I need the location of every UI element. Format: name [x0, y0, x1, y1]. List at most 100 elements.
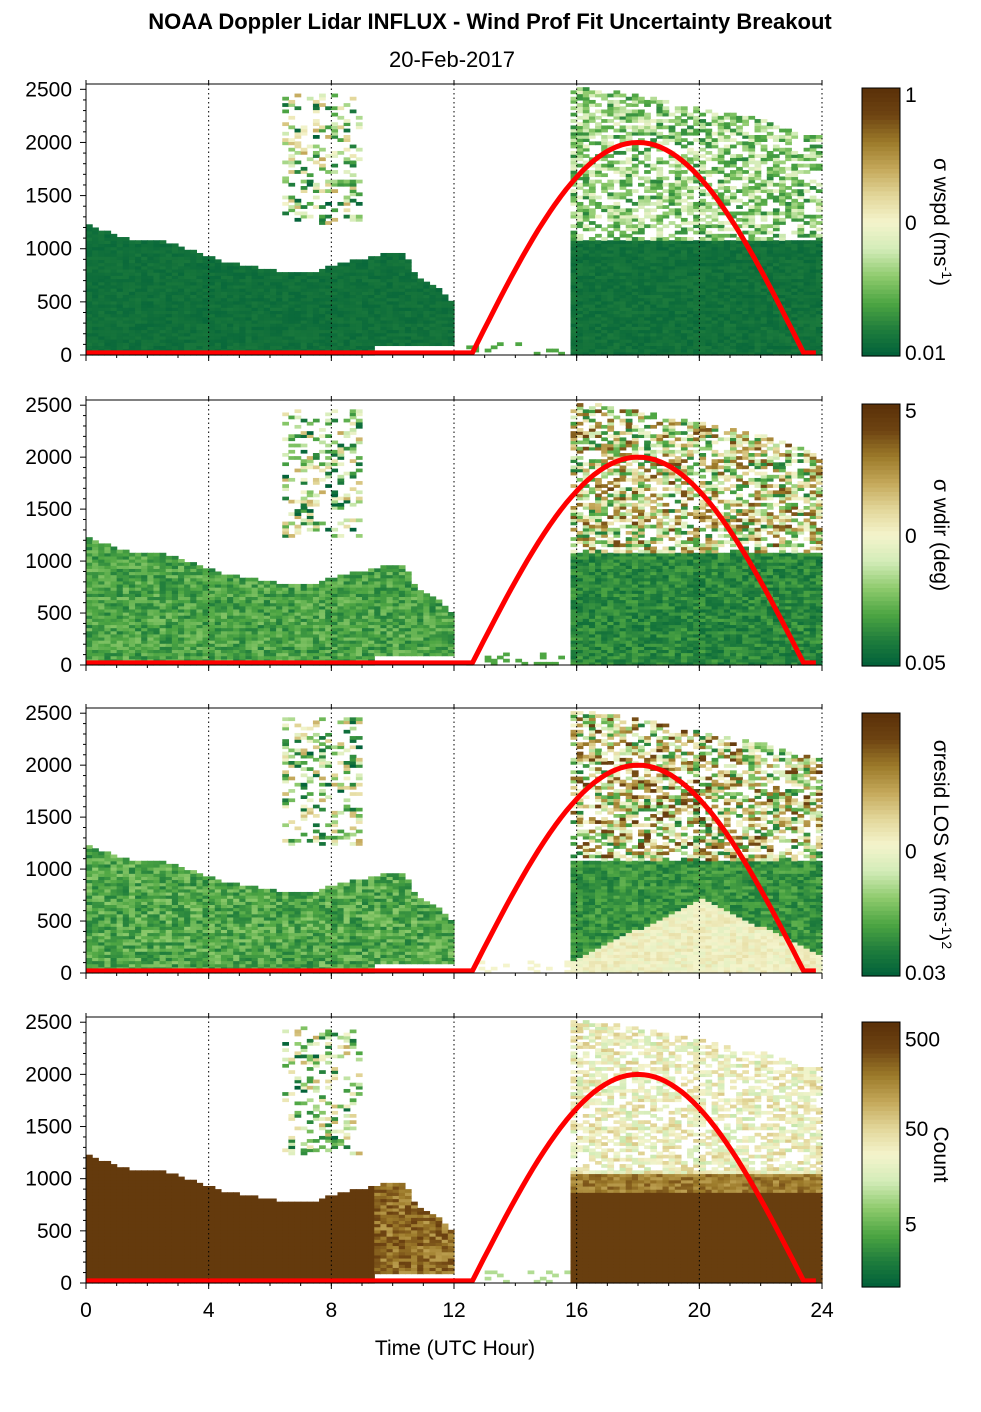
heatmap-cell — [86, 636, 93, 641]
heatmap-cell — [656, 303, 664, 308]
heatmap-cell — [239, 319, 247, 324]
heatmap-cell — [576, 326, 584, 331]
heatmap-cell — [601, 348, 608, 353]
heatmap-cell — [362, 275, 369, 280]
heatmap-cell — [178, 316, 185, 321]
heatmap-cell — [227, 262, 234, 267]
heatmap-cell — [754, 272, 762, 276]
heatmap-cell — [601, 186, 608, 190]
heatmap-cell — [699, 246, 707, 251]
heatmap-cell — [815, 246, 823, 251]
heatmap-cell — [699, 163, 707, 168]
heatmap-cell — [730, 348, 737, 353]
heatmap-cell — [680, 240, 688, 245]
heatmap-cell — [220, 310, 228, 315]
heatmap-cell — [331, 131, 339, 136]
heatmap-cell — [349, 319, 357, 324]
heatmap-cell — [104, 590, 112, 594]
heatmap-cell — [736, 319, 743, 324]
heatmap-cell — [441, 300, 449, 305]
heatmap-cell — [785, 157, 792, 162]
heatmap-cell — [638, 307, 645, 311]
heatmap-cell — [576, 90, 584, 95]
heatmap-cell — [116, 593, 124, 598]
heatmap-cell — [576, 310, 584, 315]
heatmap-cell — [147, 252, 155, 257]
heatmap-cell — [815, 348, 823, 353]
heatmap-cell — [674, 224, 682, 229]
heatmap-cell — [613, 195, 621, 200]
heatmap-cell — [141, 291, 148, 296]
heatmap-cell — [662, 214, 670, 219]
heatmap-cell — [178, 268, 185, 273]
heatmap-cell — [668, 265, 676, 270]
heatmap-cell — [423, 342, 431, 347]
heatmap-cell — [625, 224, 633, 229]
heatmap-cell — [576, 268, 584, 273]
heatmap-cell — [797, 154, 805, 158]
heatmap-cell — [398, 272, 406, 276]
heatmap-cell — [613, 192, 621, 197]
heatmap-cell — [791, 166, 799, 171]
heatmap-cell — [214, 288, 222, 292]
heatmap-cell — [355, 323, 363, 327]
heatmap-cell — [368, 335, 375, 340]
heatmap-cell — [650, 208, 657, 213]
heatmap-cell — [116, 605, 124, 610]
heatmap-cell — [797, 262, 805, 267]
heatmap-cell — [171, 284, 179, 289]
heatmap-cell — [276, 310, 283, 315]
heatmap-cell — [135, 303, 142, 308]
heatmap-cell — [178, 246, 185, 251]
heatmap-cell — [687, 332, 694, 337]
heatmap-cell — [288, 291, 296, 296]
heatmap-cell — [705, 310, 713, 315]
heatmap-cell — [748, 237, 756, 241]
heatmap-cell — [748, 297, 756, 302]
heatmap-cell — [791, 323, 799, 327]
heatmap-cell — [711, 278, 719, 283]
heatmap-cell — [723, 252, 731, 257]
heatmap-cell — [325, 345, 332, 350]
heatmap-cell — [711, 351, 719, 356]
heatmap-cell — [349, 284, 357, 289]
heatmap-cell — [135, 252, 142, 257]
heatmap-cell — [693, 307, 700, 311]
heatmap-cell — [638, 313, 645, 318]
heatmap-cell — [631, 259, 639, 264]
heatmap-cell — [104, 640, 112, 644]
heatmap-cell — [607, 326, 615, 331]
heatmap-cell — [282, 297, 289, 302]
heatmap-cell — [650, 348, 657, 353]
heatmap-cell — [699, 249, 707, 254]
heatmap-cell — [699, 112, 707, 117]
heatmap-cell — [429, 310, 437, 315]
heatmap-cell — [282, 332, 289, 337]
heatmap-cell — [595, 93, 602, 98]
colorbar-tick-label: 0 — [905, 212, 917, 235]
heatmap-cell — [687, 131, 694, 136]
heatmap-cell — [270, 342, 277, 347]
heatmap-cell — [613, 275, 621, 280]
heatmap-cell — [711, 281, 719, 286]
heatmap-cell — [92, 627, 99, 632]
heatmap-cell — [282, 326, 289, 331]
heatmap-cell — [687, 275, 694, 280]
heatmap-cell — [576, 211, 584, 216]
heatmap-cell — [312, 278, 320, 283]
heatmap-cell — [717, 278, 725, 283]
heatmap-cell — [208, 284, 216, 289]
heatmap-cell — [165, 323, 173, 327]
heatmap-cell — [742, 144, 749, 149]
heatmap-cell — [625, 198, 633, 203]
heatmap-cell — [398, 281, 406, 286]
heatmap-cell — [625, 259, 633, 264]
heatmap-cell — [165, 275, 173, 280]
heatmap-cell — [349, 272, 357, 276]
heatmap-cell — [92, 643, 99, 647]
heatmap-cell — [687, 272, 694, 276]
heatmap-cell — [601, 249, 608, 254]
heatmap-cell — [705, 170, 713, 174]
heatmap-cell — [601, 300, 608, 305]
heatmap-cell — [625, 211, 633, 216]
